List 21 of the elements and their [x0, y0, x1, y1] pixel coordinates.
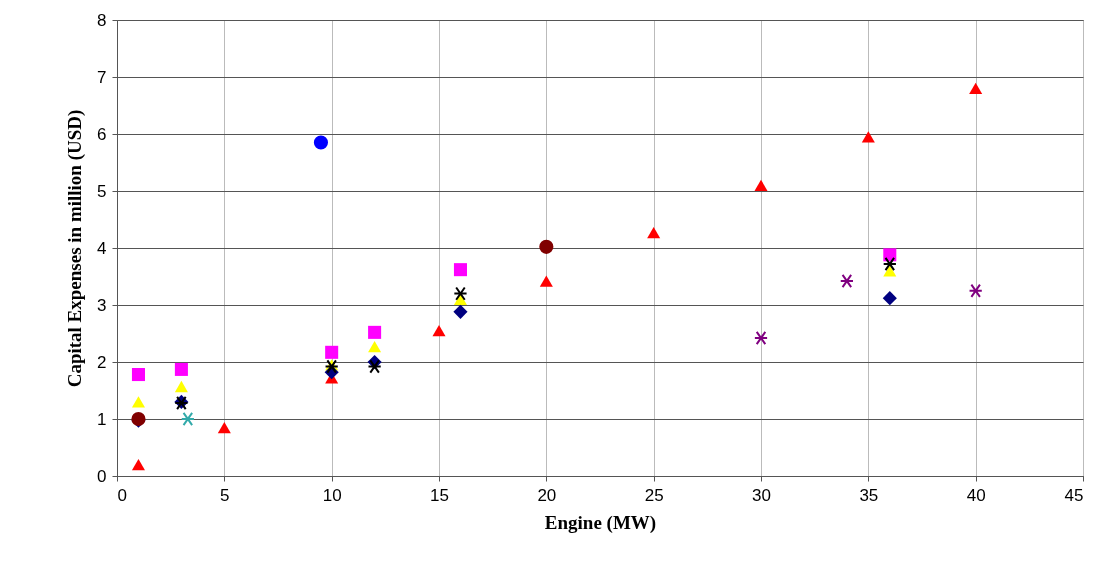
y-tick-label: 0	[97, 466, 107, 486]
y-axis-title: Capital Expenses in million (USD)	[64, 109, 87, 388]
x-tick-label: 40	[966, 485, 986, 505]
x-tick-label: 25	[644, 485, 664, 505]
x-tick-label: 20	[537, 485, 557, 505]
x-tick-label: 15	[430, 485, 449, 505]
y-tick-label: 2	[97, 352, 107, 372]
x-tick-label: 30	[752, 485, 771, 505]
y-tick-label: 4	[97, 238, 107, 258]
x-tick-label: 0	[117, 485, 127, 505]
y-tick-label: 8	[97, 10, 107, 30]
x-tick-label: 45	[1064, 485, 1084, 505]
x-axis-title: Engine (MW)	[544, 511, 657, 534]
y-tick-label: 1	[97, 409, 107, 429]
x-tick-label: 5	[220, 485, 230, 505]
y-tick-label: 5	[97, 181, 107, 201]
x-tick-label: 35	[859, 485, 879, 505]
y-tick-label: 3	[97, 295, 107, 315]
y-tick-label: 7	[97, 67, 107, 87]
x-tick-label: 10	[322, 485, 342, 505]
y-tick-label: 6	[97, 124, 107, 144]
